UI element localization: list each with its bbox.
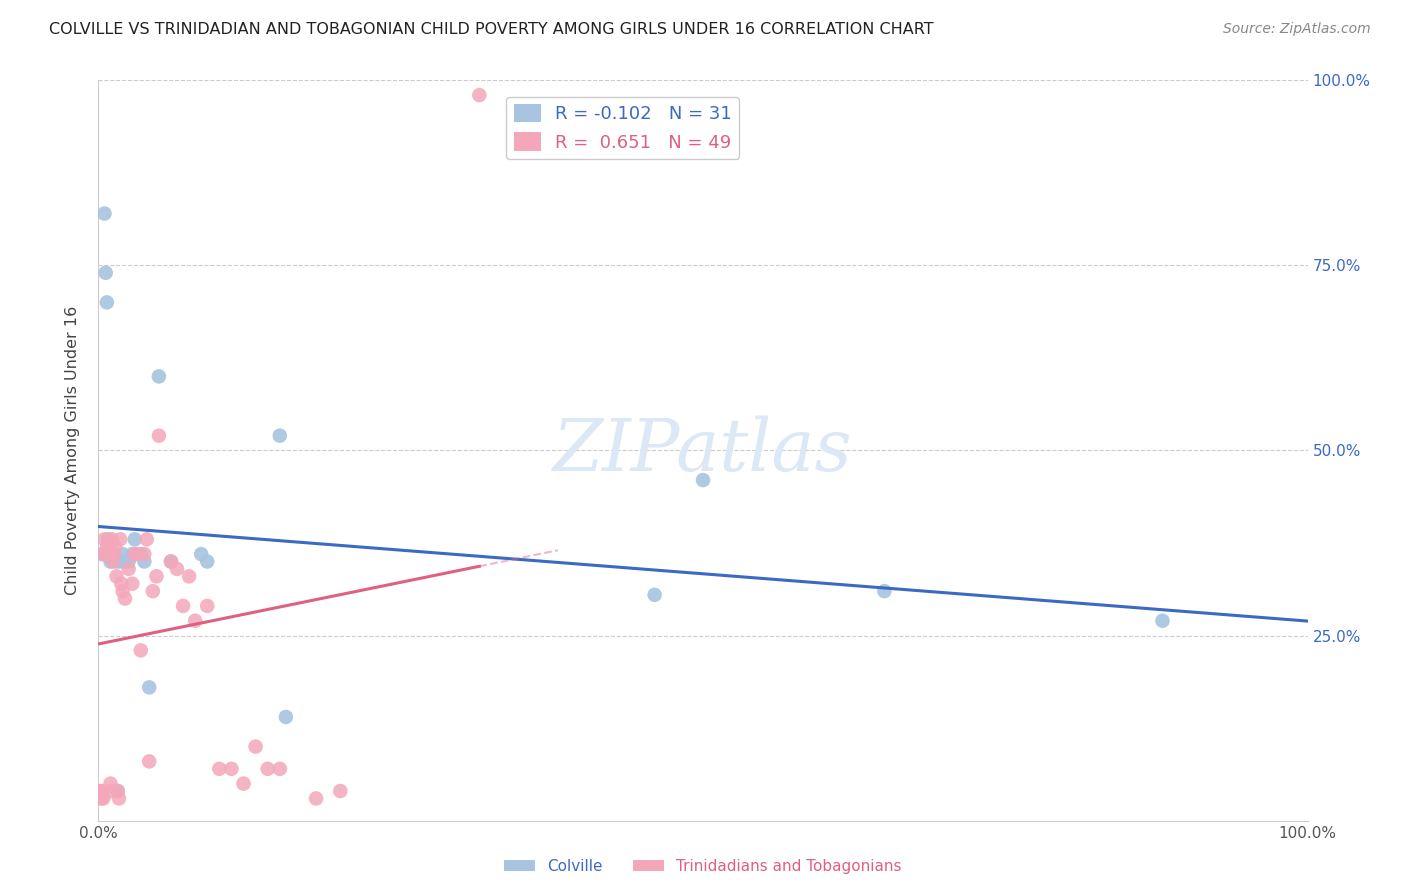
- Text: Source: ZipAtlas.com: Source: ZipAtlas.com: [1223, 22, 1371, 37]
- Point: [101, 547, 124, 561]
- Point: [256, 762, 278, 776]
- Point: [195, 555, 218, 569]
- Point: [107, 784, 129, 798]
- Point: [160, 555, 183, 569]
- Point: [134, 547, 156, 561]
- Point: [105, 555, 128, 569]
- Point: [274, 710, 297, 724]
- Point: [108, 533, 131, 547]
- Point: [94, 266, 117, 280]
- Point: [100, 784, 122, 798]
- Point: [90, 791, 112, 805]
- Point: [110, 576, 132, 591]
- Legend: R = -0.102   N = 31, R =  0.651   N = 49: R = -0.102 N = 31, R = 0.651 N = 49: [506, 96, 740, 159]
- Point: [692, 473, 714, 487]
- Point: [108, 555, 131, 569]
- Point: [111, 547, 134, 561]
- Point: [245, 739, 267, 754]
- Point: [134, 555, 156, 569]
- Point: [118, 555, 141, 569]
- Text: ZIPatlas: ZIPatlas: [553, 415, 853, 486]
- Point: [114, 591, 136, 606]
- Point: [124, 547, 146, 561]
- Point: [100, 776, 122, 791]
- Point: [195, 599, 218, 613]
- Point: [148, 369, 170, 384]
- Point: [108, 791, 131, 805]
- Point: [121, 547, 143, 561]
- Point: [89, 784, 111, 798]
- Legend: Colville, Trinidadians and Tobagonians: Colville, Trinidadians and Tobagonians: [498, 853, 908, 880]
- Point: [114, 555, 136, 569]
- Point: [221, 762, 243, 776]
- Point: [305, 791, 328, 805]
- Point: [103, 547, 125, 561]
- Point: [138, 755, 160, 769]
- Point: [468, 88, 491, 103]
- Point: [97, 533, 120, 547]
- Point: [269, 428, 291, 442]
- Point: [94, 547, 117, 561]
- Point: [98, 547, 121, 561]
- Point: [91, 791, 114, 805]
- Point: [105, 569, 128, 583]
- Point: [91, 547, 114, 561]
- Point: [138, 681, 160, 695]
- Point: [111, 584, 134, 599]
- Point: [101, 555, 124, 569]
- Point: [93, 533, 115, 547]
- Point: [107, 784, 129, 798]
- Point: [129, 547, 152, 561]
- Point: [145, 569, 167, 583]
- Point: [93, 547, 115, 561]
- Point: [100, 533, 122, 547]
- Point: [96, 540, 118, 554]
- Point: [118, 562, 141, 576]
- Point: [135, 533, 157, 547]
- Point: [873, 584, 896, 599]
- Point: [129, 643, 152, 657]
- Point: [96, 295, 118, 310]
- Point: [100, 550, 122, 565]
- Point: [1152, 614, 1174, 628]
- Point: [644, 588, 666, 602]
- Point: [142, 584, 165, 599]
- Point: [269, 762, 291, 776]
- Point: [148, 428, 170, 442]
- Point: [160, 555, 183, 569]
- Point: [98, 547, 121, 561]
- Point: [121, 576, 143, 591]
- Point: [166, 562, 188, 576]
- Y-axis label: Child Poverty Among Girls Under 16: Child Poverty Among Girls Under 16: [65, 306, 80, 595]
- Point: [179, 569, 201, 583]
- Text: COLVILLE VS TRINIDADIAN AND TOBAGONIAN CHILD POVERTY AMONG GIRLS UNDER 16 CORREL: COLVILLE VS TRINIDADIAN AND TOBAGONIAN C…: [49, 22, 934, 37]
- Point: [103, 550, 125, 565]
- Point: [184, 614, 207, 628]
- Point: [329, 784, 352, 798]
- Point: [190, 547, 212, 561]
- Point: [172, 599, 194, 613]
- Point: [93, 206, 115, 220]
- Point: [127, 547, 149, 561]
- Point: [104, 540, 127, 554]
- Point: [232, 776, 254, 791]
- Point: [208, 762, 231, 776]
- Point: [97, 540, 120, 554]
- Point: [91, 784, 114, 798]
- Point: [124, 533, 146, 547]
- Point: [100, 555, 122, 569]
